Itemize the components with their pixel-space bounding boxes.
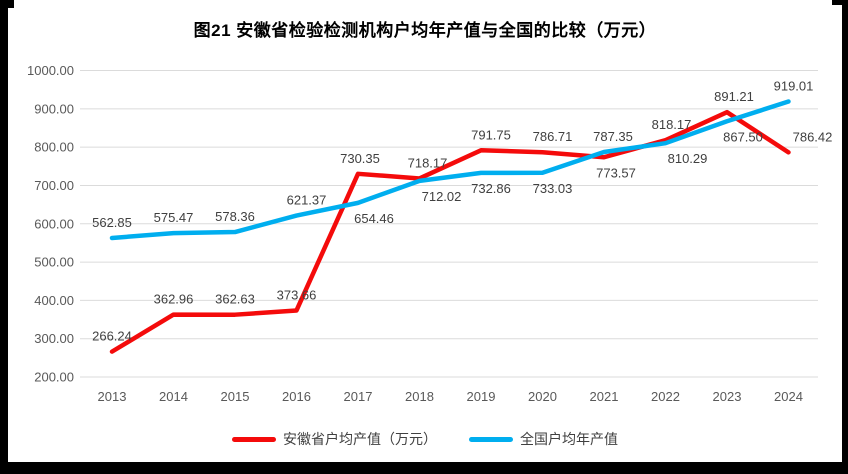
x-axis-tick-label: 2018 bbox=[405, 389, 434, 404]
x-axis-tick-label: 2024 bbox=[774, 389, 803, 404]
y-axis-tick-label: 400.00 bbox=[34, 293, 74, 308]
y-axis-tick-label: 800.00 bbox=[34, 140, 74, 155]
data-label-national-2017: 654.46 bbox=[354, 211, 394, 226]
series-line-national bbox=[109, 99, 791, 241]
x-axis-tick-label: 2022 bbox=[651, 389, 680, 404]
x-axis-tick-label: 2021 bbox=[590, 389, 619, 404]
x-axis-tick-label: 2019 bbox=[467, 389, 496, 404]
x-axis-tick-label: 2015 bbox=[221, 389, 250, 404]
chart-title: 图21 安徽省检验检测机构户均年产值与全国的比较（万元） bbox=[193, 21, 657, 40]
frame-border-top-left bbox=[0, 0, 14, 8]
frame-border-left bbox=[0, 0, 8, 474]
series-line-anhui bbox=[109, 109, 791, 354]
data-label-anhui-2023: 891.21 bbox=[714, 89, 754, 104]
y-axis-tick-label: 300.00 bbox=[34, 331, 74, 346]
legend-swatch-anhui bbox=[232, 436, 276, 442]
frame-border-bottom bbox=[0, 462, 848, 474]
legend-label-anhui: 安徽省户均产值（万元） bbox=[283, 431, 437, 447]
data-label-national-2024: 919.01 bbox=[774, 79, 814, 94]
data-label-national-2018: 712.02 bbox=[422, 189, 462, 204]
data-label-anhui-2014: 362.96 bbox=[154, 292, 194, 307]
data-label-anhui-2021: 773.57 bbox=[596, 165, 636, 180]
legend-swatch-national bbox=[469, 436, 513, 442]
y-axis-tick-label: 1000.00 bbox=[27, 63, 74, 78]
data-label-national-2019: 732.86 bbox=[471, 181, 511, 196]
x-axis-tick-label: 2020 bbox=[528, 389, 557, 404]
legend-label-national: 全国户均年产值 bbox=[520, 431, 618, 447]
data-label-anhui-2013: 266.24 bbox=[92, 329, 132, 344]
x-axis-tick-label: 2023 bbox=[713, 389, 742, 404]
data-label-anhui-2016: 373.66 bbox=[277, 287, 317, 302]
y-axis-tick-label: 500.00 bbox=[34, 255, 74, 270]
frame-border-right bbox=[842, 0, 848, 474]
legend-item-anhui: 安徽省户均产值（万元） bbox=[232, 429, 437, 449]
data-label-national-2021: 787.35 bbox=[593, 129, 633, 144]
data-label-national-2013: 562.85 bbox=[92, 215, 132, 230]
data-label-anhui-2017: 730.35 bbox=[340, 151, 380, 166]
data-label-anhui-2015: 362.63 bbox=[215, 292, 255, 307]
data-label-national-2022: 810.29 bbox=[668, 151, 708, 166]
legend: 安徽省户均产值（万元） 全国户均年产值 bbox=[8, 429, 842, 449]
data-label-anhui-2020: 786.71 bbox=[533, 129, 573, 144]
data-label-national-2014: 575.47 bbox=[154, 210, 194, 225]
data-label-national-2016: 621.37 bbox=[287, 193, 327, 208]
data-label-national-2015: 578.36 bbox=[215, 209, 255, 224]
x-axis-tick-label: 2016 bbox=[282, 389, 311, 404]
data-label-anhui-2022: 818.17 bbox=[652, 117, 692, 132]
frame-border-top-right bbox=[832, 0, 848, 5]
x-axis-tick-label: 2014 bbox=[159, 389, 188, 404]
data-label-national-2020: 733.03 bbox=[533, 181, 573, 196]
legend-item-national: 全国户均年产值 bbox=[469, 429, 618, 449]
y-axis-tick-label: 200.00 bbox=[34, 370, 74, 385]
y-axis-tick-label: 900.00 bbox=[34, 101, 74, 116]
data-label-national-2023: 867.50 bbox=[723, 129, 763, 144]
data-label-anhui-2024: 786.42 bbox=[793, 129, 833, 144]
y-axis-tick-label: 600.00 bbox=[34, 216, 74, 231]
x-axis-tick-label: 2017 bbox=[344, 389, 373, 404]
y-axis-tick-label: 700.00 bbox=[34, 178, 74, 193]
x-axis-tick-label: 2013 bbox=[98, 389, 127, 404]
data-label-anhui-2019: 791.75 bbox=[471, 127, 511, 142]
data-label-anhui-2018: 718.17 bbox=[408, 155, 448, 170]
